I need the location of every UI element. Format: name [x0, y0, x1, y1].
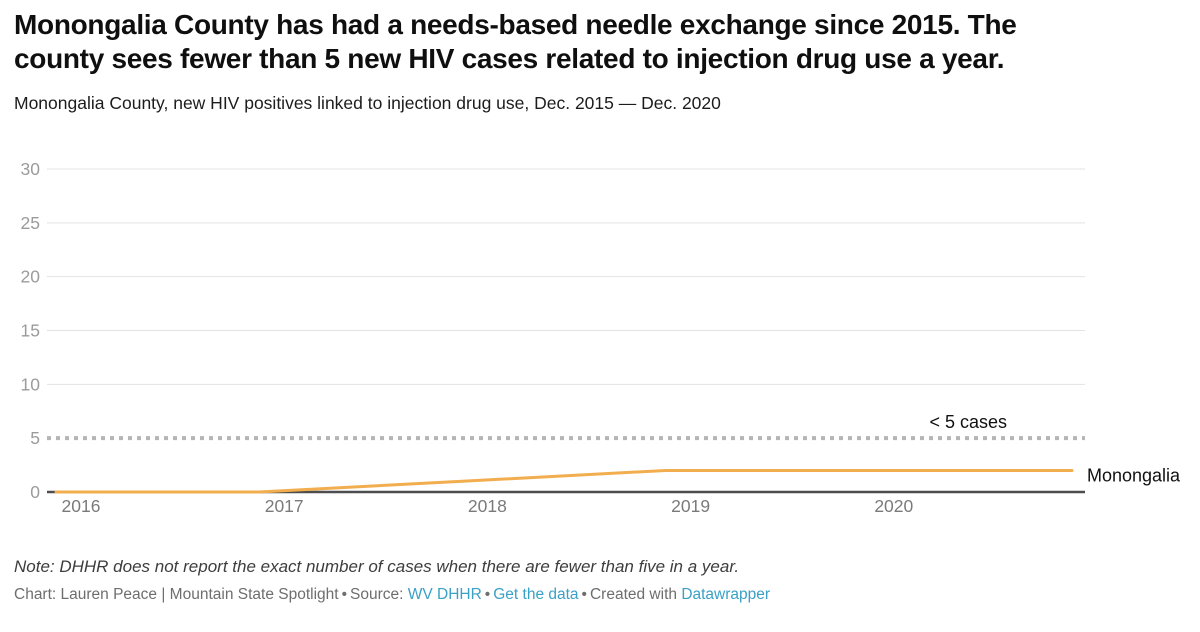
series-line — [54, 468, 1074, 494]
plot-area: 0 5 10 15 20 25 30 < 5 cases 2016 2017 2018 2019 202… — [0, 140, 1200, 540]
chart-subtitle: Monongalia County, new HIV positives lin… — [14, 93, 721, 113]
y-tick-label: 20 — [21, 267, 41, 287]
separator-dot: • — [341, 586, 347, 603]
y-tick-label: 10 — [21, 374, 41, 394]
series-label: Monongalia — [1087, 465, 1181, 485]
y-tick-label: 0 — [30, 482, 40, 502]
credit-text: Chart: Lauren Peace | Mountain State Spo… — [14, 586, 339, 603]
threshold-label: < 5 cases — [929, 412, 1007, 432]
y-tick-label: 30 — [21, 159, 41, 179]
y-tick-label: 15 — [21, 321, 40, 341]
credits-line: Chart: Lauren Peace | Mountain State Spo… — [14, 585, 1186, 605]
x-tick-label: 2016 — [62, 496, 101, 516]
created-with-label: Created with — [589, 586, 677, 603]
chart-card: Monongalia County has had a needs-based … — [0, 8, 1200, 632]
y-tick-label: 5 — [30, 428, 40, 448]
footnote: Note: DHHR does not report the exact num… — [14, 557, 740, 576]
x-tick-label: 2020 — [874, 496, 913, 516]
get-the-data-link[interactable]: Get the data — [493, 586, 579, 603]
separator-dot: • — [581, 586, 587, 603]
chart-title-line2: county sees fewer than 5 new HIV cases r… — [14, 43, 1005, 74]
source-link[interactable]: WV DHHR — [407, 586, 482, 603]
chart-title: Monongalia County has had a needs-based … — [14, 8, 1186, 76]
chart-title-line1: Monongalia County has had a needs-based … — [14, 9, 1017, 40]
separator-dot: • — [484, 586, 491, 603]
datawrapper-link[interactable]: Datawrapper — [681, 586, 771, 603]
y-tick-label: 25 — [21, 213, 40, 233]
x-tick-label: 2017 — [265, 496, 304, 516]
line-chart: 0 5 10 15 20 25 30 < 5 cases 2016 2017 2018 2019 202… — [21, 159, 1182, 516]
x-tick-label: 2019 — [671, 496, 710, 516]
x-tick-label: 2018 — [468, 496, 507, 516]
source-label: Source: — [350, 586, 404, 603]
